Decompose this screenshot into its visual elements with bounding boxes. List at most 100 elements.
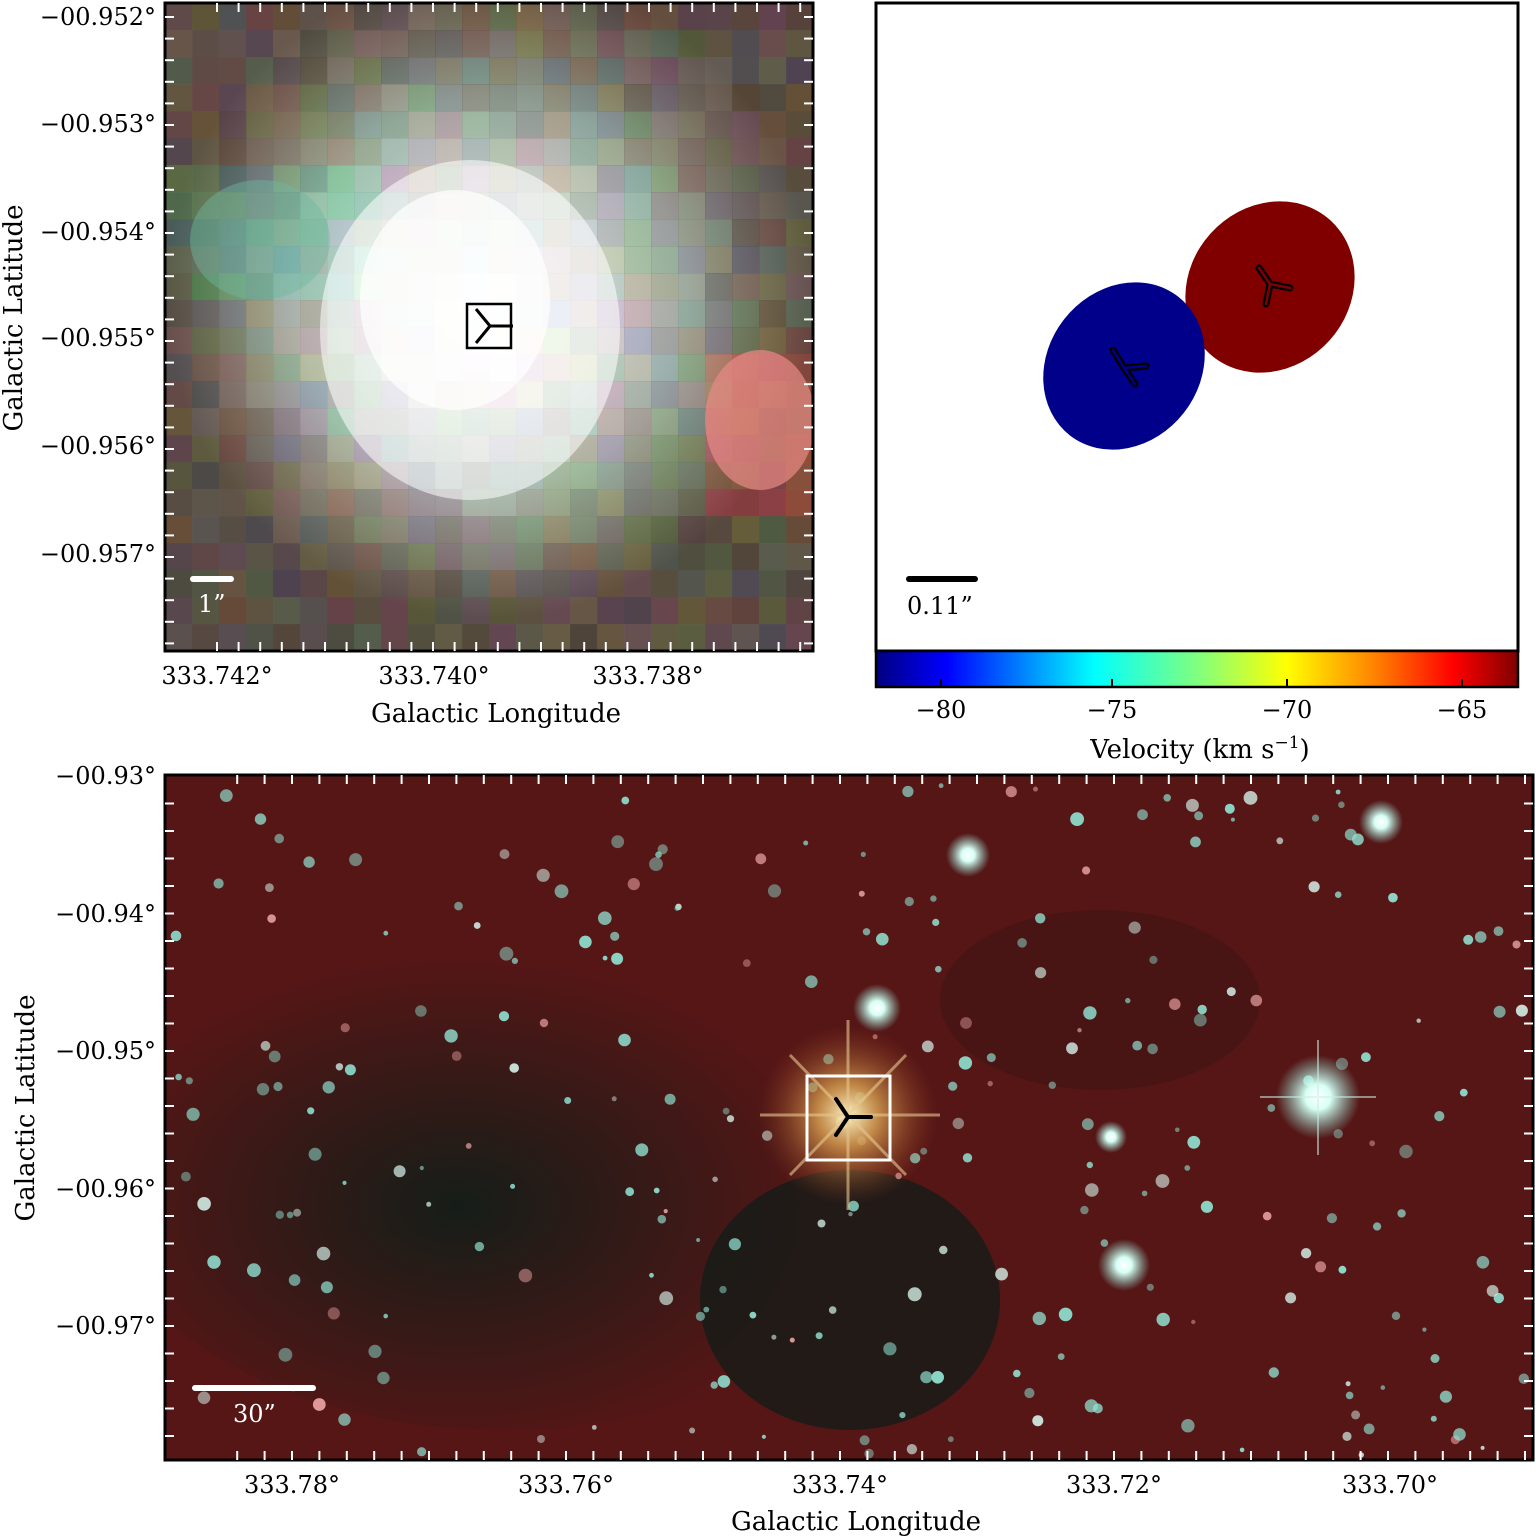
star: [625, 1187, 635, 1197]
image-pixel: [246, 273, 274, 301]
image-pixel: [327, 30, 355, 58]
star: [509, 1063, 519, 1073]
image-pixel: [624, 597, 652, 625]
image-pixel: [489, 624, 517, 651]
image-pixel: [732, 30, 760, 58]
tri-marker-icon: [474, 308, 513, 344]
bottom-field-image: 30”: [165, 775, 1533, 1460]
image-pixel: [219, 111, 247, 139]
image-pixel: [273, 489, 301, 517]
image-pixel: [381, 489, 409, 517]
star: [1369, 1140, 1376, 1147]
image-pixel: [705, 246, 733, 274]
image-pixel: [246, 597, 274, 625]
star: [1285, 1292, 1297, 1304]
image-pixel: [624, 462, 652, 490]
image-pixel: [462, 516, 490, 544]
star: [728, 1238, 742, 1251]
image-pixel: [624, 30, 652, 58]
image-pixel: [705, 489, 733, 517]
image-pixel: [273, 435, 301, 463]
image-pixel: [732, 570, 760, 598]
image-pixel: [273, 57, 301, 85]
star: [286, 1211, 294, 1219]
image-pixel: [651, 273, 679, 301]
image-pixel: [543, 138, 571, 166]
star: [1147, 1043, 1158, 1055]
image-pixel: [597, 219, 625, 247]
image-pixel: [192, 246, 220, 274]
image-pixel: [435, 30, 463, 58]
image-pixel: [759, 219, 787, 247]
star: [415, 1005, 427, 1017]
image-pixel: [489, 3, 517, 31]
star: [930, 895, 937, 902]
star: [511, 957, 518, 965]
image-pixel: [678, 543, 706, 571]
image-pixel: [489, 84, 517, 112]
star: [1230, 817, 1235, 822]
image-pixel: [246, 192, 274, 220]
image-pixel: [165, 408, 193, 436]
top-left-ytick-5: −00.956°: [40, 432, 156, 460]
image-pixel: [543, 84, 571, 112]
image-pixel: [678, 327, 706, 355]
image-pixel: [624, 3, 652, 31]
star: [1439, 1390, 1452, 1403]
top-left-ytick-6: −00.957°: [40, 540, 156, 568]
star: [254, 813, 267, 825]
bottom-xtick-2: 333.76°: [518, 1471, 614, 1499]
image-pixel: [192, 219, 220, 247]
image-pixel: [543, 57, 571, 85]
image-pixel: [732, 273, 760, 301]
image-pixel: [705, 3, 733, 31]
image-pixel: [192, 273, 220, 301]
top-left-ytick-3: −00.954°: [40, 218, 156, 246]
image-pixel: [192, 516, 220, 544]
image-pixel: [381, 624, 409, 651]
star: [610, 931, 620, 941]
image-pixel: [246, 84, 274, 112]
image-pixel: [624, 435, 652, 463]
image-pixel: [273, 408, 301, 436]
star: [518, 1268, 533, 1283]
image-pixel: [219, 273, 247, 301]
image-pixel: [570, 165, 598, 193]
star: [1361, 1052, 1371, 1063]
image-pixel: [516, 489, 544, 517]
image-pixel: [300, 246, 328, 274]
star: [181, 1171, 191, 1182]
image-pixel: [597, 57, 625, 85]
image-pixel: [354, 165, 382, 193]
image-pixel: [165, 300, 193, 328]
star: [674, 905, 680, 911]
bottom-field-image-panel: 30” 333.78° 333.76° 333.74° 333.72° 333.…: [11, 762, 1535, 1537]
star: [1476, 1256, 1490, 1269]
star: [579, 935, 592, 949]
image-pixel: [759, 597, 787, 625]
image-pixel: [624, 57, 652, 85]
top-left-xtick-2: 333.740°: [378, 662, 489, 690]
star: [1262, 1211, 1272, 1221]
image-pixel: [354, 516, 382, 544]
star: [293, 1208, 302, 1217]
image-pixel: [759, 3, 787, 31]
star: [1474, 931, 1487, 943]
image-pixel: [462, 111, 490, 139]
image-pixel: [624, 543, 652, 571]
star: [335, 1063, 344, 1071]
image-pixel: [759, 84, 787, 112]
image-pixel: [705, 273, 733, 301]
star: [510, 1183, 516, 1189]
image-pixel: [705, 327, 733, 355]
image-pixel: [192, 327, 220, 355]
star: [876, 932, 889, 946]
image-pixel: [435, 3, 463, 31]
image-pixel: [462, 84, 490, 112]
star: [349, 853, 363, 867]
image-pixel: [705, 84, 733, 112]
star: [417, 1447, 427, 1457]
image-pixel: [219, 3, 247, 31]
star: [621, 796, 630, 805]
